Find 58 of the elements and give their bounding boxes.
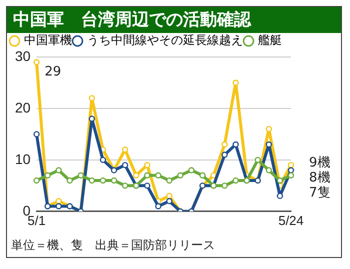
point <box>144 162 150 168</box>
point <box>44 172 51 178</box>
y-tick-label: 30 <box>14 48 31 64</box>
point <box>266 167 272 174</box>
point <box>110 177 118 184</box>
point <box>100 156 106 164</box>
point <box>88 116 95 122</box>
point <box>288 162 294 168</box>
point <box>232 141 239 148</box>
point <box>232 80 239 86</box>
point <box>144 172 150 178</box>
point <box>56 203 62 210</box>
point <box>155 203 162 210</box>
point <box>78 172 84 178</box>
annotation: 29 <box>44 64 62 80</box>
point <box>56 198 62 204</box>
point <box>166 198 172 204</box>
point <box>222 152 228 158</box>
point <box>100 177 106 184</box>
point <box>155 172 162 178</box>
point <box>88 95 95 102</box>
point <box>266 126 272 132</box>
point <box>222 182 228 189</box>
annotation: 8機 <box>309 170 330 186</box>
point <box>56 167 62 174</box>
x-tick-label: 5/24 <box>278 212 304 228</box>
point <box>210 172 217 178</box>
point <box>177 172 184 178</box>
point <box>232 177 239 184</box>
legend-label: うち中間線やその延長線越え <box>87 33 243 48</box>
point <box>33 177 40 184</box>
point <box>288 167 294 174</box>
point <box>33 59 40 66</box>
annotation: 7隻 <box>309 185 330 200</box>
point <box>66 177 73 184</box>
legend-label: 中国軍機 <box>24 33 72 48</box>
text: 単位＝機、隻 出典＝国防部リリース <box>11 237 215 254</box>
point <box>122 182 128 189</box>
point <box>276 177 284 184</box>
point <box>266 141 272 148</box>
point <box>199 172 206 178</box>
point <box>288 172 294 178</box>
point <box>122 162 128 168</box>
chart-title: 中国軍 台湾周辺での活動確認 <box>7 7 341 33</box>
point <box>254 156 261 164</box>
legend-label: 艦艇 <box>258 33 282 48</box>
point <box>88 177 95 184</box>
point <box>166 192 172 200</box>
point <box>166 177 172 184</box>
annotation: 9機 <box>309 155 330 170</box>
point <box>33 131 40 138</box>
point <box>133 172 140 178</box>
point <box>144 182 150 189</box>
point <box>276 192 284 200</box>
point <box>188 167 195 174</box>
y-tick-label: 20 <box>14 99 31 116</box>
y-tick-label: 10 <box>14 150 31 167</box>
point <box>222 141 228 148</box>
